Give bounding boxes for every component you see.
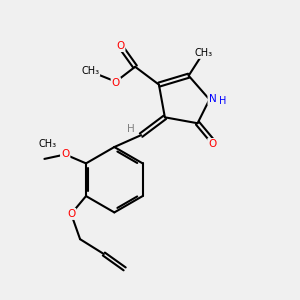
Text: O: O <box>67 209 75 219</box>
Text: H: H <box>219 96 226 106</box>
Text: N: N <box>208 94 216 104</box>
Text: O: O <box>61 149 69 160</box>
Text: CH₃: CH₃ <box>82 66 100 76</box>
Text: O: O <box>116 41 124 51</box>
Text: O: O <box>208 139 217 149</box>
Text: O: O <box>112 78 120 88</box>
Text: CH₃: CH₃ <box>38 139 56 149</box>
Text: CH₃: CH₃ <box>194 48 213 59</box>
Text: H: H <box>127 124 135 134</box>
